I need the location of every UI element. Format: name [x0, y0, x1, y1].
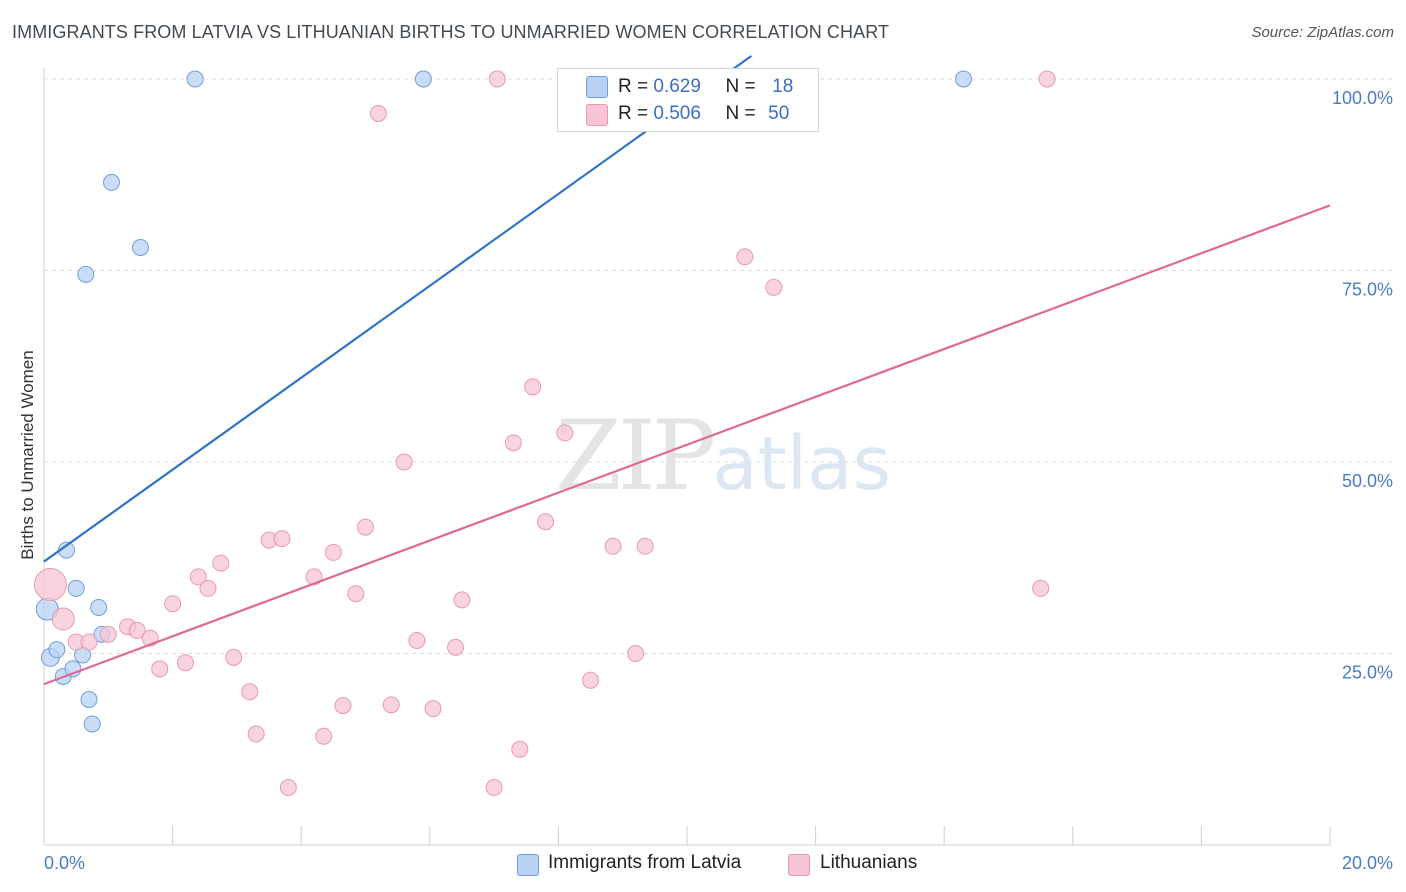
latvia-point — [77, 265, 95, 283]
lithuanians-point — [176, 654, 194, 672]
lithuanians-point — [347, 585, 365, 603]
lithuanians-point — [382, 696, 400, 714]
lithuanians-point — [537, 513, 555, 531]
latvia-point — [67, 579, 85, 597]
legend-r-value: 0.629 — [653, 76, 701, 97]
legend-n-value: 50 — [768, 103, 790, 124]
bottom-legend-swatch-lithuanians — [788, 854, 810, 876]
y-tick-label: 100.0% — [1332, 88, 1393, 108]
lithuanians-point — [151, 660, 169, 678]
lithuanians-point — [199, 579, 217, 597]
lithuanians-point — [305, 568, 323, 586]
legend-swatch-lithuanians — [586, 104, 608, 126]
legend-r-value: 0.506 — [653, 103, 701, 124]
legend-n-value: 18 — [772, 76, 794, 97]
lithuanians-point — [627, 645, 645, 662]
lithuanians-point — [447, 638, 465, 656]
latvia-point — [90, 599, 108, 617]
lithuanians-point — [511, 740, 529, 758]
watermark-zip: ZIP — [555, 400, 716, 512]
lithuanians-point — [556, 424, 574, 442]
x-tick-label: 0.0% — [44, 853, 85, 873]
lithuanians-point — [273, 530, 291, 548]
legend-swatch-latvia — [586, 76, 608, 98]
lithuanians-point — [504, 434, 522, 452]
lithuanians-point — [128, 622, 146, 640]
lithuanians-point — [247, 725, 265, 743]
lithuanians-point — [369, 104, 387, 122]
lithuanians-point — [524, 378, 542, 396]
lithuanians-point — [488, 70, 506, 88]
chart-title: IMMIGRANTS FROM LATVIA VS LITHUANIAN BIR… — [12, 22, 890, 42]
lithuanians-point — [279, 779, 297, 797]
lithuanians-point — [80, 633, 98, 651]
lithuanians-point — [324, 543, 342, 561]
y-tick-label: 25.0% — [1342, 663, 1393, 683]
lithuanians-point — [408, 631, 426, 649]
y-tick-label: 75.0% — [1342, 280, 1393, 300]
lithuanians-point — [334, 697, 352, 715]
lithuanians-point — [395, 453, 413, 471]
watermark: ZIPatlas — [555, 400, 891, 512]
legend-r-label: R = — [618, 103, 649, 124]
lithuanians-point — [765, 278, 783, 296]
lithuanians-point — [99, 625, 117, 643]
lithuanians-point — [212, 554, 230, 572]
bottom-legend-lithuanians: Lithuanians — [820, 852, 918, 873]
lithuanians-point — [636, 537, 654, 555]
lithuanians-trend-line — [43, 204, 1331, 686]
legend-n-label: N = — [725, 76, 756, 97]
lithuanians-point — [225, 648, 243, 666]
lithuanians-point — [424, 700, 442, 718]
lithuanians-point — [189, 568, 207, 586]
bottom-legend-latvia: Immigrants from Latvia — [548, 852, 742, 873]
y-tick-label: 50.0% — [1342, 471, 1393, 491]
latvia-point — [103, 173, 121, 191]
source-credit: Source: ZipAtlas.com — [1251, 24, 1394, 41]
latvia-point — [131, 239, 149, 257]
lithuanians-point — [485, 779, 503, 797]
lithuanians-point — [1032, 579, 1050, 597]
legend-row-lithuanians: R = 0.506 N = 50 — [618, 103, 789, 125]
latvia-point — [48, 641, 66, 659]
latvia-point — [954, 70, 972, 88]
lithuanians-point — [315, 727, 333, 745]
stats-legend: R = 0.629 N = 18 R = 0.506 N = 50 — [557, 68, 819, 132]
watermark-atlas: atlas — [712, 421, 892, 507]
lithuanians-point — [1038, 70, 1056, 88]
legend-row-latvia: R = 0.629 N = 18 — [618, 76, 793, 98]
lithuanians-point — [357, 518, 374, 536]
lithuanians-point — [736, 248, 754, 266]
latvia-point — [186, 70, 204, 88]
lithuanians-point — [453, 591, 471, 609]
latvia-point — [80, 690, 98, 708]
lithuanians-point — [33, 568, 67, 602]
latvia-point — [414, 70, 432, 88]
latvia-trend-line — [43, 55, 752, 563]
lithuanians-point — [164, 595, 182, 613]
x-tick-label: 20.0% — [1342, 853, 1393, 873]
lithuanians-point — [241, 683, 259, 701]
legend-n-label: N = — [725, 103, 756, 124]
bottom-legend-swatch-latvia — [517, 854, 539, 876]
latvia-point — [83, 715, 101, 733]
legend-r-label: R = — [618, 76, 649, 97]
lithuanians-point — [604, 537, 622, 555]
lithuanians-point — [582, 671, 600, 689]
lithuanians-point — [51, 607, 75, 631]
